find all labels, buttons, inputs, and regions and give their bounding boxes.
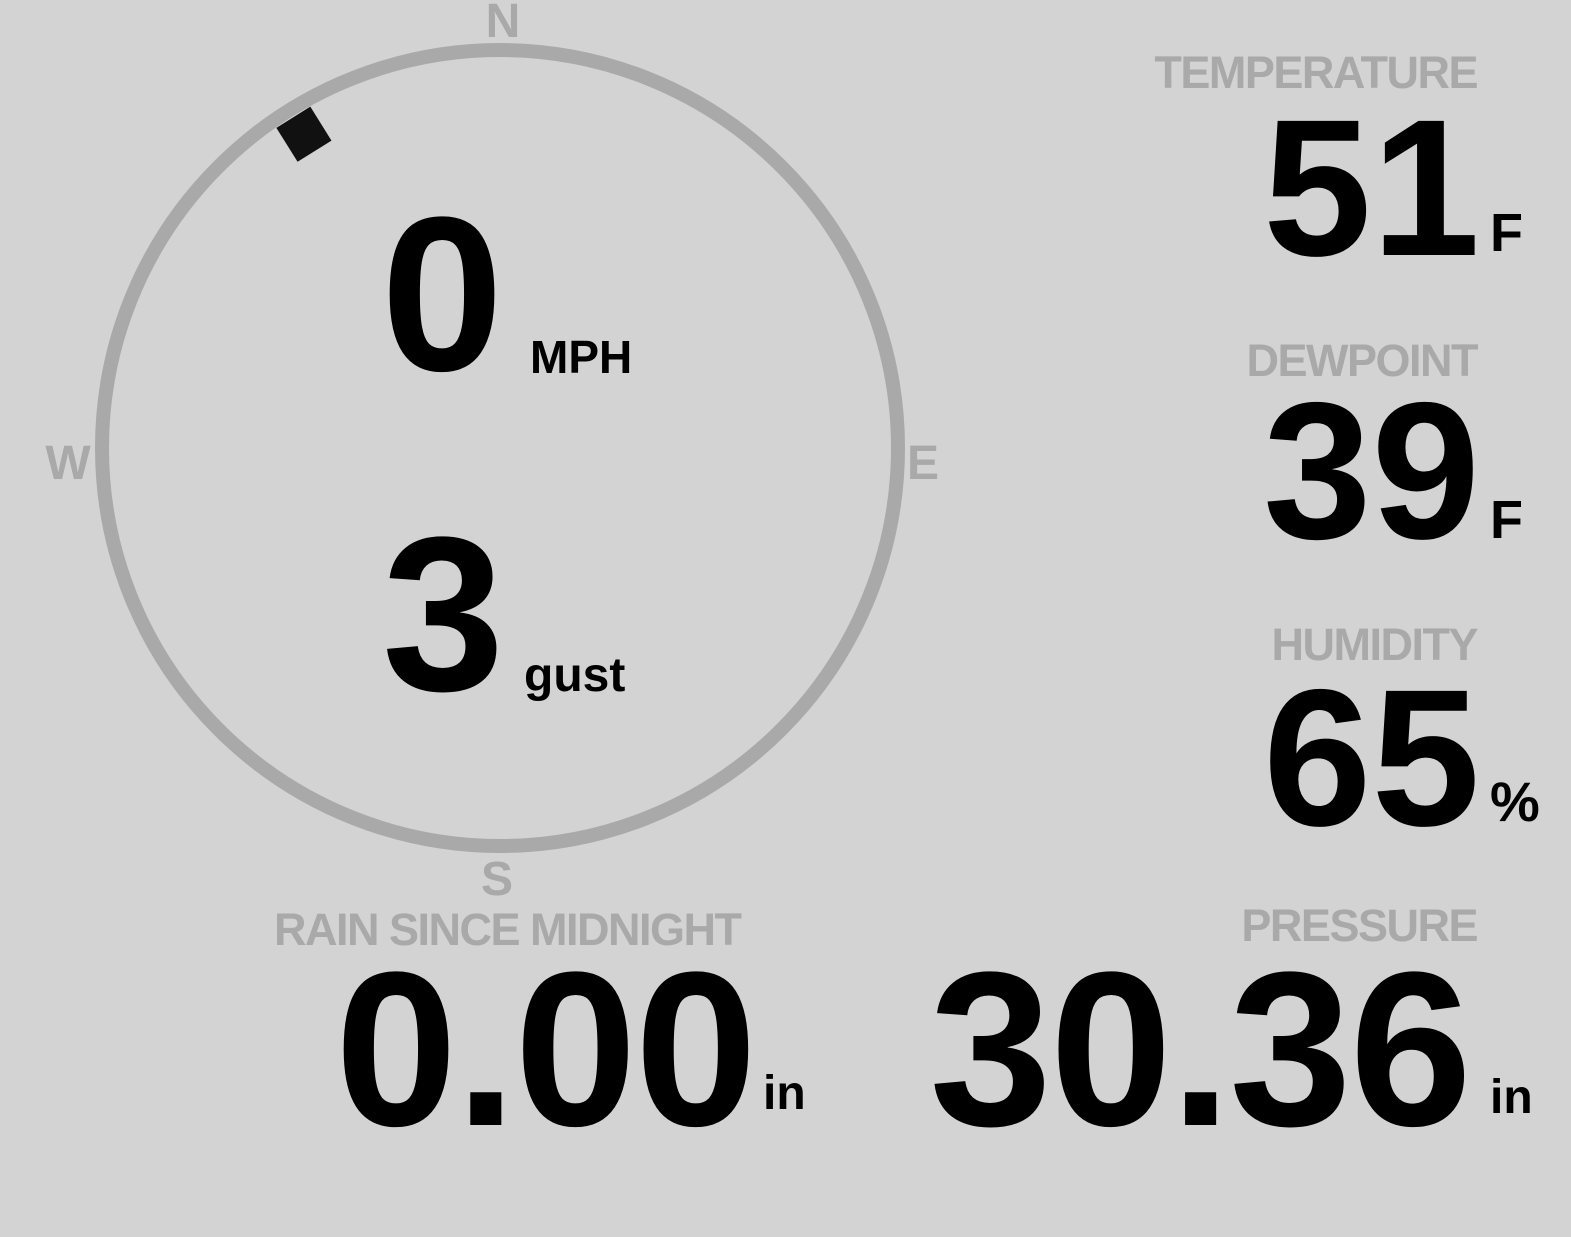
dewpoint-value: 39 (1263, 362, 1480, 580)
compass-east-label: E (906, 437, 939, 490)
humidity-value: 65 (1263, 649, 1480, 867)
dewpoint-label: DEWPOINT (1246, 335, 1479, 386)
humidity-unit: % (1490, 770, 1540, 833)
pressure-unit: in (1490, 1071, 1533, 1124)
temperature-unit: F (1490, 203, 1523, 263)
pressure-label: PRESSURE (1241, 900, 1478, 951)
compass-north-label: N (485, 0, 521, 48)
dewpoint-unit: F (1490, 490, 1523, 550)
wind-gust-value: 3 (382, 491, 504, 737)
pressure-value: 30.36 (929, 926, 1472, 1172)
wind-speed-unit: MPH (530, 331, 633, 383)
wind-gust-unit: gust (524, 649, 626, 702)
temperature-value: 51 (1263, 79, 1480, 297)
rain-unit: in (763, 1067, 806, 1120)
rain-value: 0.00 (335, 926, 757, 1172)
rain-label: RAIN SINCE MIDNIGHT (274, 904, 742, 955)
humidity-label: HUMIDITY (1271, 619, 1479, 670)
compass-south-label: S (480, 853, 513, 906)
compass-west-label: W (45, 437, 91, 490)
temperature-label: TEMPERATURE (1154, 47, 1478, 98)
wind-speed-value: 0 (381, 171, 503, 417)
